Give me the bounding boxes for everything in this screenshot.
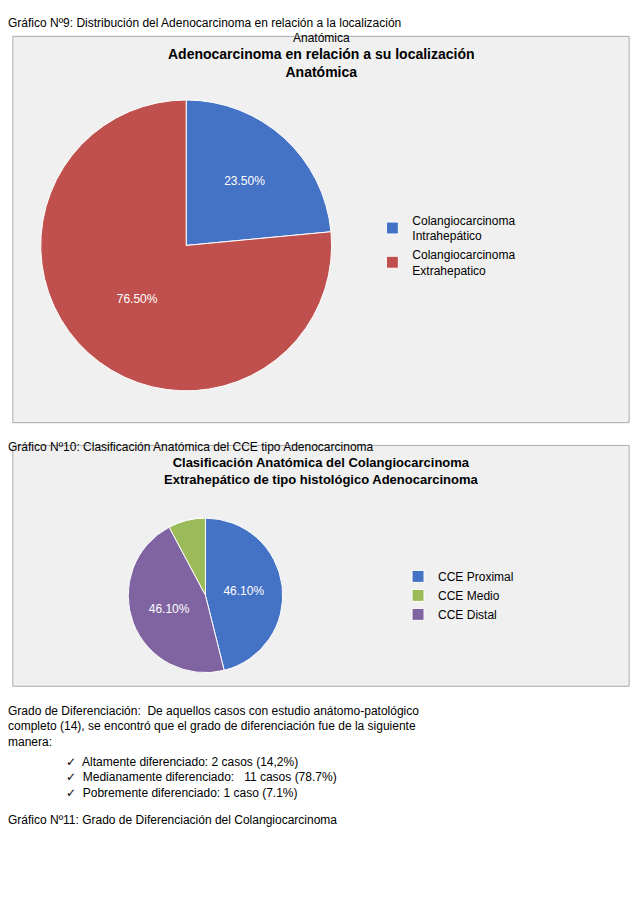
svg-text:CCE Distal: CCE Distal [438,608,497,622]
svg-text:✓ Medianamente diferenciado:: ✓ Medianamente diferenciado: 11 casos (7… [66,770,337,784]
svg-text:completo (14), se encontró que: completo (14), se encontró que el grado … [8,719,416,733]
svg-text:manera:: manera: [8,735,52,749]
svg-text:Adenocarcinoma en relación a s: Adenocarcinoma en relación a su localiza… [168,46,475,80]
svg-text:46.10%: 46.10% [149,602,190,616]
svg-text:Gráfico Nº10: Clasificación An: Gráfico Nº10: Clasificación Anatómica de… [8,440,374,454]
svg-text:ColangiocarcinomaIntrahepático: ColangiocarcinomaIntrahepático [412,214,515,244]
svg-text:✓ Pobremente diferenciado: 1: ✓ Pobremente diferenciado: 1 caso (7.1%) [66,786,298,800]
svg-text:Gráfico Nº9: Distribución del: Gráfico Nº9: Distribución del Adenocarci… [8,16,401,30]
svg-text:Grado de Diferenciación: De a: Grado de Diferenciación: De aquellos cas… [8,704,419,718]
svg-text:23.50%: 23.50% [224,174,265,188]
svg-text:Gráfico Nº11: Grado de Diferen: Gráfico Nº11: Grado de Diferenciación de… [8,813,337,827]
svg-text:Clasificación Anatómica del Co: Clasificación Anatómica del Colangiocarc… [164,455,479,487]
svg-text:Anatómica: Anatómica [293,31,350,45]
svg-text:CCE Medio: CCE Medio [438,589,500,603]
svg-text:CCE Proximal: CCE Proximal [438,570,513,584]
svg-text:76.50%: 76.50% [117,292,158,306]
svg-text:ColangiocarcinomaExtrahepatico: ColangiocarcinomaExtrahepatico [412,248,515,278]
svg-text:46.10%: 46.10% [223,584,264,598]
svg-text:✓ Altamente diferenciado: 2 c: ✓ Altamente diferenciado: 2 casos (14,2%… [66,755,298,769]
